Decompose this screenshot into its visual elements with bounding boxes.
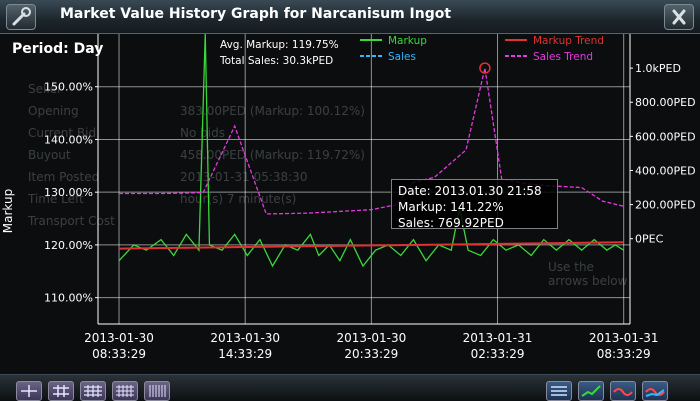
- bg-row-value: 458.00PED (Markup: 119.72%): [180, 148, 365, 162]
- bg-row-label: Seller: [28, 82, 62, 96]
- x-tick-label-time: 08:33:29: [92, 347, 146, 361]
- market-chart: Markup Sales Markup Trend Sales Trend Avg. …: [44, 34, 696, 361]
- period-label: Period: Day: [12, 41, 104, 57]
- background-panel: Seller Opening Current Bid Buyout Item P…: [0, 34, 700, 374]
- y-left-tick-label: 110.00%: [44, 292, 93, 305]
- bg-row-label: Transport Cost: [28, 214, 115, 228]
- chart-tooltip: Date: 2013.01.30 21:58 Markup: 141.22% S…: [391, 179, 558, 230]
- wrench-icon[interactable]: [6, 4, 36, 30]
- chart-ticks: 110.00% 120.00% 130.00% 140.00% 150.00% 0PEC 2…: [44, 62, 696, 361]
- x-tick-label-date: 2013-01-31: [463, 331, 533, 345]
- window-title: Market Value History Graph for Narcanisu…: [60, 6, 452, 22]
- bg-hint: Use the arrows below: [548, 260, 628, 288]
- combo-line-button[interactable]: [642, 381, 668, 401]
- grid-3-button[interactable]: [80, 381, 106, 401]
- y-right-tick-label: 600.00PED: [635, 130, 696, 143]
- bg-row-value: 383.00PED (Markup: 100.12%): [180, 104, 365, 118]
- tooltip-markup: Markup: 141.22%: [398, 200, 504, 214]
- x-tick-label-time: 02:33:29: [471, 347, 525, 361]
- x-tick-label-date: 2013-01-30: [210, 331, 280, 345]
- y-right-tick-label: 800.00PED: [635, 96, 696, 109]
- markup-series-line: [118, 34, 625, 268]
- y-right-tick-label: 1.0kPED: [635, 62, 681, 75]
- highlight-point-marker: [479, 62, 491, 74]
- grid-5-button[interactable]: [144, 381, 170, 401]
- markup-line-button[interactable]: [578, 381, 604, 401]
- legend-label: Markup: [388, 35, 427, 47]
- close-icon[interactable]: [664, 4, 694, 30]
- chart-legend: Markup Sales Markup Trend Sales Trend: [360, 35, 604, 63]
- bg-row-label: Item Posted: [28, 170, 100, 184]
- legend-label: Markup Trend: [533, 35, 604, 47]
- sales-line-button[interactable]: [610, 381, 636, 401]
- bg-row-label: Current Bid: [28, 126, 97, 140]
- x-tick-label-time: 20:33:29: [344, 347, 398, 361]
- markup-trend-series-line: [119, 241, 624, 250]
- bg-row-label: Buyout: [28, 148, 71, 162]
- avg-markup-text: Avg. Markup: 119.75%: [220, 39, 339, 51]
- tooltip-date: Date: 2013.01.30 21:58: [398, 184, 542, 198]
- y-right-tick-label: 400.00PED: [635, 164, 696, 177]
- bg-row-label: Time Left: [28, 192, 84, 206]
- x-tick-label-date: 2013-01-30: [336, 331, 406, 345]
- legend-label: Sales: [388, 51, 416, 63]
- bg-row-label: Opening: [28, 104, 79, 118]
- grid-2-button[interactable]: [48, 381, 74, 401]
- bottom-toolbar: [0, 374, 700, 401]
- y-right-tick-label: 200.00PED: [635, 199, 696, 212]
- y-left-tick-label: 150.00%: [44, 81, 93, 94]
- y-left-tick-label: 140.00%: [44, 133, 93, 146]
- y-right-tick-label: 0PEC: [635, 233, 664, 246]
- chart-grid: [97, 34, 631, 325]
- x-tick-label-time: 14:33:29: [218, 347, 272, 361]
- x-tick-label-date: 2013-01-31: [589, 331, 659, 345]
- y-left-tick-label: 120.00%: [44, 239, 93, 252]
- list-view-button[interactable]: [546, 381, 572, 401]
- x-tick-label-time: 08:33:29: [597, 347, 651, 361]
- grid-1-button[interactable]: [16, 381, 42, 401]
- total-sales-text: Total Sales: 30.3kPED: [219, 55, 333, 67]
- y-left-tick-label: 130.00%: [44, 186, 93, 199]
- legend-label: Sales Trend: [533, 51, 593, 63]
- title-bar: Market Value History Graph for Narcanisu…: [0, 0, 700, 34]
- tooltip-sales: Sales: 769.92PED: [398, 216, 504, 230]
- grid-4-button[interactable]: [112, 381, 138, 401]
- x-tick-label-date: 2013-01-30: [84, 331, 154, 345]
